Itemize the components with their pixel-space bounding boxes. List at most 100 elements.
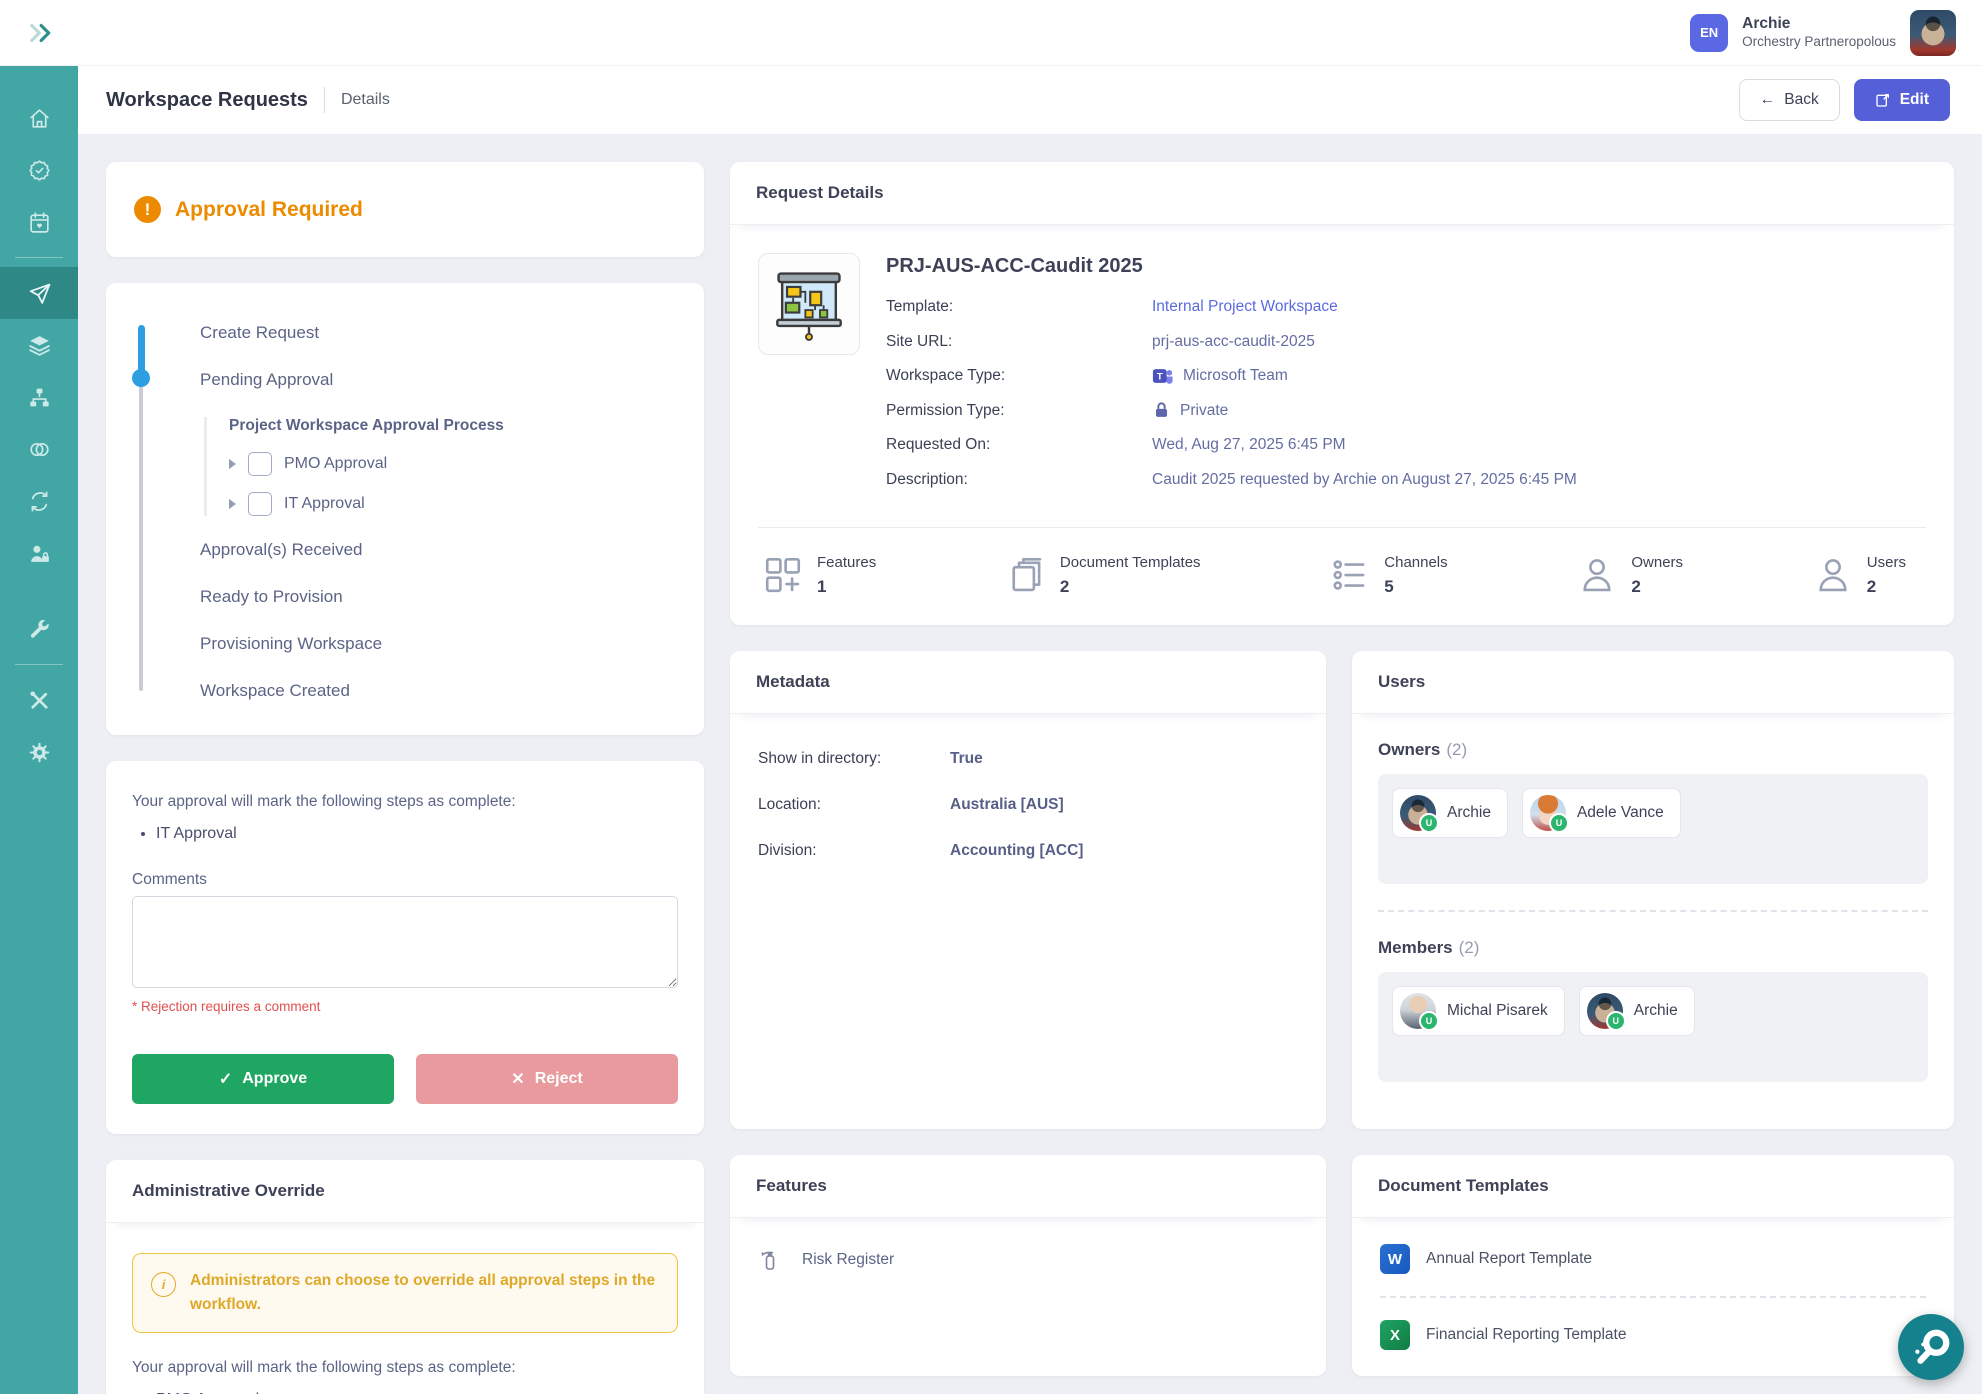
stat-label: Features <box>817 554 877 571</box>
fire-extinguisher-icon <box>761 1251 775 1270</box>
sidebar <box>0 66 78 1394</box>
stat-value: 1 <box>817 577 827 596</box>
sidebar-item-tools[interactable] <box>0 674 78 726</box>
features-card: Features Risk Register <box>730 1155 1326 1376</box>
comments-textarea[interactable] <box>132 896 678 988</box>
features-title: Features <box>730 1155 1326 1218</box>
stat-value: 2 <box>1059 577 1070 596</box>
sidebar-item-schedule[interactable] <box>0 196 78 248</box>
user-chip[interactable]: U Archie <box>1578 986 1695 1036</box>
circles-overlap-icon <box>29 442 49 456</box>
avatar: U <box>1529 795 1569 833</box>
orchestry-swirl-icon <box>1915 1329 1950 1364</box>
status-badge: U <box>1419 1011 1439 1031</box>
expand-caret-icon[interactable] <box>229 499 236 509</box>
check-icon: ✓ <box>218 1071 233 1088</box>
reject-button[interactable]: ✕ Reject <box>416 1054 678 1104</box>
sidebar-item-guest-access[interactable] <box>0 527 78 579</box>
tab-details[interactable]: Details <box>340 91 390 108</box>
sidebar-item-health-check[interactable] <box>0 144 78 196</box>
pmo-approval-checkbox[interactable] <box>248 452 272 476</box>
approve-button[interactable]: ✓ Approve <box>132 1054 394 1104</box>
page-header: Workspace Requests Details ← Back Edit <box>78 66 1982 134</box>
language-badge[interactable]: EN <box>1690 13 1729 52</box>
sidebar-item-provisioning[interactable] <box>0 603 78 655</box>
description-value: Caudit 2025 requested by Archie on Augus… <box>1152 470 1577 488</box>
template-link[interactable]: Internal Project Workspace <box>1152 298 1338 315</box>
content: ! Approval Required Create Request Pendi… <box>78 134 1982 1394</box>
sidebar-collapse-button[interactable] <box>24 13 64 53</box>
template-name: Annual Report Template <box>1426 1250 1593 1267</box>
page-title: Workspace Requests <box>106 88 308 111</box>
breadcrumb: Workspace Requests Details <box>106 87 390 113</box>
stat-label: Document Templates <box>1059 554 1201 571</box>
info-circle-icon: i <box>151 1272 176 1297</box>
orchestry-logo-button[interactable] <box>1898 1314 1964 1380</box>
workspace-type-label: Workspace Type: <box>886 367 1006 384</box>
lock-icon <box>1155 402 1168 417</box>
status-badge: U <box>1548 813 1569 833</box>
sync-icon <box>31 490 47 512</box>
word-file-icon: W <box>1380 1244 1410 1274</box>
override-affected-step: PMO Approval <box>156 1391 678 1394</box>
workflow-step: Workspace Created <box>200 681 350 700</box>
status-badge: U <box>1419 813 1439 833</box>
gear-icon <box>29 742 49 762</box>
user-avatar[interactable] <box>1910 9 1956 56</box>
back-button[interactable]: ← Back <box>1738 79 1840 121</box>
it-approval-checkbox[interactable] <box>248 492 272 516</box>
workspace-type-text: Microsoft Team <box>1183 367 1288 384</box>
approval-process-title: Project Workspace Approval Process <box>229 417 504 434</box>
tools-icon <box>29 690 48 709</box>
admin-override-alert-text: Administrators can choose to override al… <box>190 1272 656 1314</box>
calendar-icon <box>29 211 49 233</box>
request-details-title: Request Details <box>730 162 1954 225</box>
sidebar-item-home[interactable] <box>0 92 78 144</box>
timeline-progress <box>137 325 145 377</box>
sidebar-item-sync[interactable] <box>0 475 78 527</box>
user-chip[interactable]: U Adele Vance <box>1521 788 1681 838</box>
badge-check-icon <box>28 159 50 181</box>
sidebar-item-requests[interactable] <box>0 267 78 319</box>
workspace-type-value: T Microsoft Team <box>1152 365 1288 387</box>
template-row: W Annual Report Template <box>1380 1244 1926 1274</box>
user-chip[interactable]: U Michal Pisarek <box>1392 986 1565 1036</box>
site-url-label: Site URL: <box>886 332 953 350</box>
permission-type-label: Permission Type: <box>886 401 1005 419</box>
back-arrow-icon: ← <box>1759 91 1776 108</box>
user-chip[interactable]: U Archie <box>1392 788 1508 838</box>
avatar: U <box>1400 795 1439 833</box>
wrench-icon <box>30 619 49 638</box>
site-url-value: prj-aus-acc-caudit-2025 <box>1152 332 1315 350</box>
sidebar-item-workspaces[interactable] <box>0 319 78 371</box>
stat-label: Channels <box>1384 554 1448 571</box>
edit-pencil-icon <box>1876 94 1889 107</box>
approve-button-label: Approve <box>242 1070 308 1087</box>
expand-caret-icon[interactable] <box>229 459 236 469</box>
avatar: U <box>1586 993 1626 1031</box>
back-button-label: Back <box>1784 91 1819 108</box>
stat-value: 2 <box>1866 577 1877 596</box>
user-name: Archie <box>1742 15 1791 33</box>
owners-heading: Owners (2) <box>1378 740 1928 760</box>
layers-icon <box>28 335 50 356</box>
template-row: X Financial Reporting Template <box>1380 1320 1926 1350</box>
channels-icon <box>1333 560 1365 590</box>
description-label: Description: <box>886 470 968 488</box>
approval-required-title: Approval Required <box>175 197 363 221</box>
workspace-stats: Features 1 Document Templates <box>758 527 1926 603</box>
permission-type-text: Private <box>1180 401 1229 419</box>
person-icon <box>1819 559 1847 592</box>
stat-label: Owners <box>1631 554 1684 571</box>
users-card: Users Owners (2) U <box>1352 651 1954 1129</box>
approval-process-block: Project Workspace Approval Process PMO A… <box>204 417 674 516</box>
edit-button[interactable]: Edit <box>1853 79 1950 121</box>
stat-label: Users <box>1866 554 1906 571</box>
sidebar-item-settings[interactable] <box>0 726 78 778</box>
dashed-divider <box>1380 1296 1926 1298</box>
metadata-value: Australia [AUS] <box>950 796 1064 813</box>
edit-button-label: Edit <box>1899 91 1929 108</box>
sidebar-item-hierarchy[interactable] <box>0 371 78 423</box>
workflow-step: Provisioning Workspace <box>200 634 383 653</box>
sidebar-item-teams[interactable] <box>0 423 78 475</box>
